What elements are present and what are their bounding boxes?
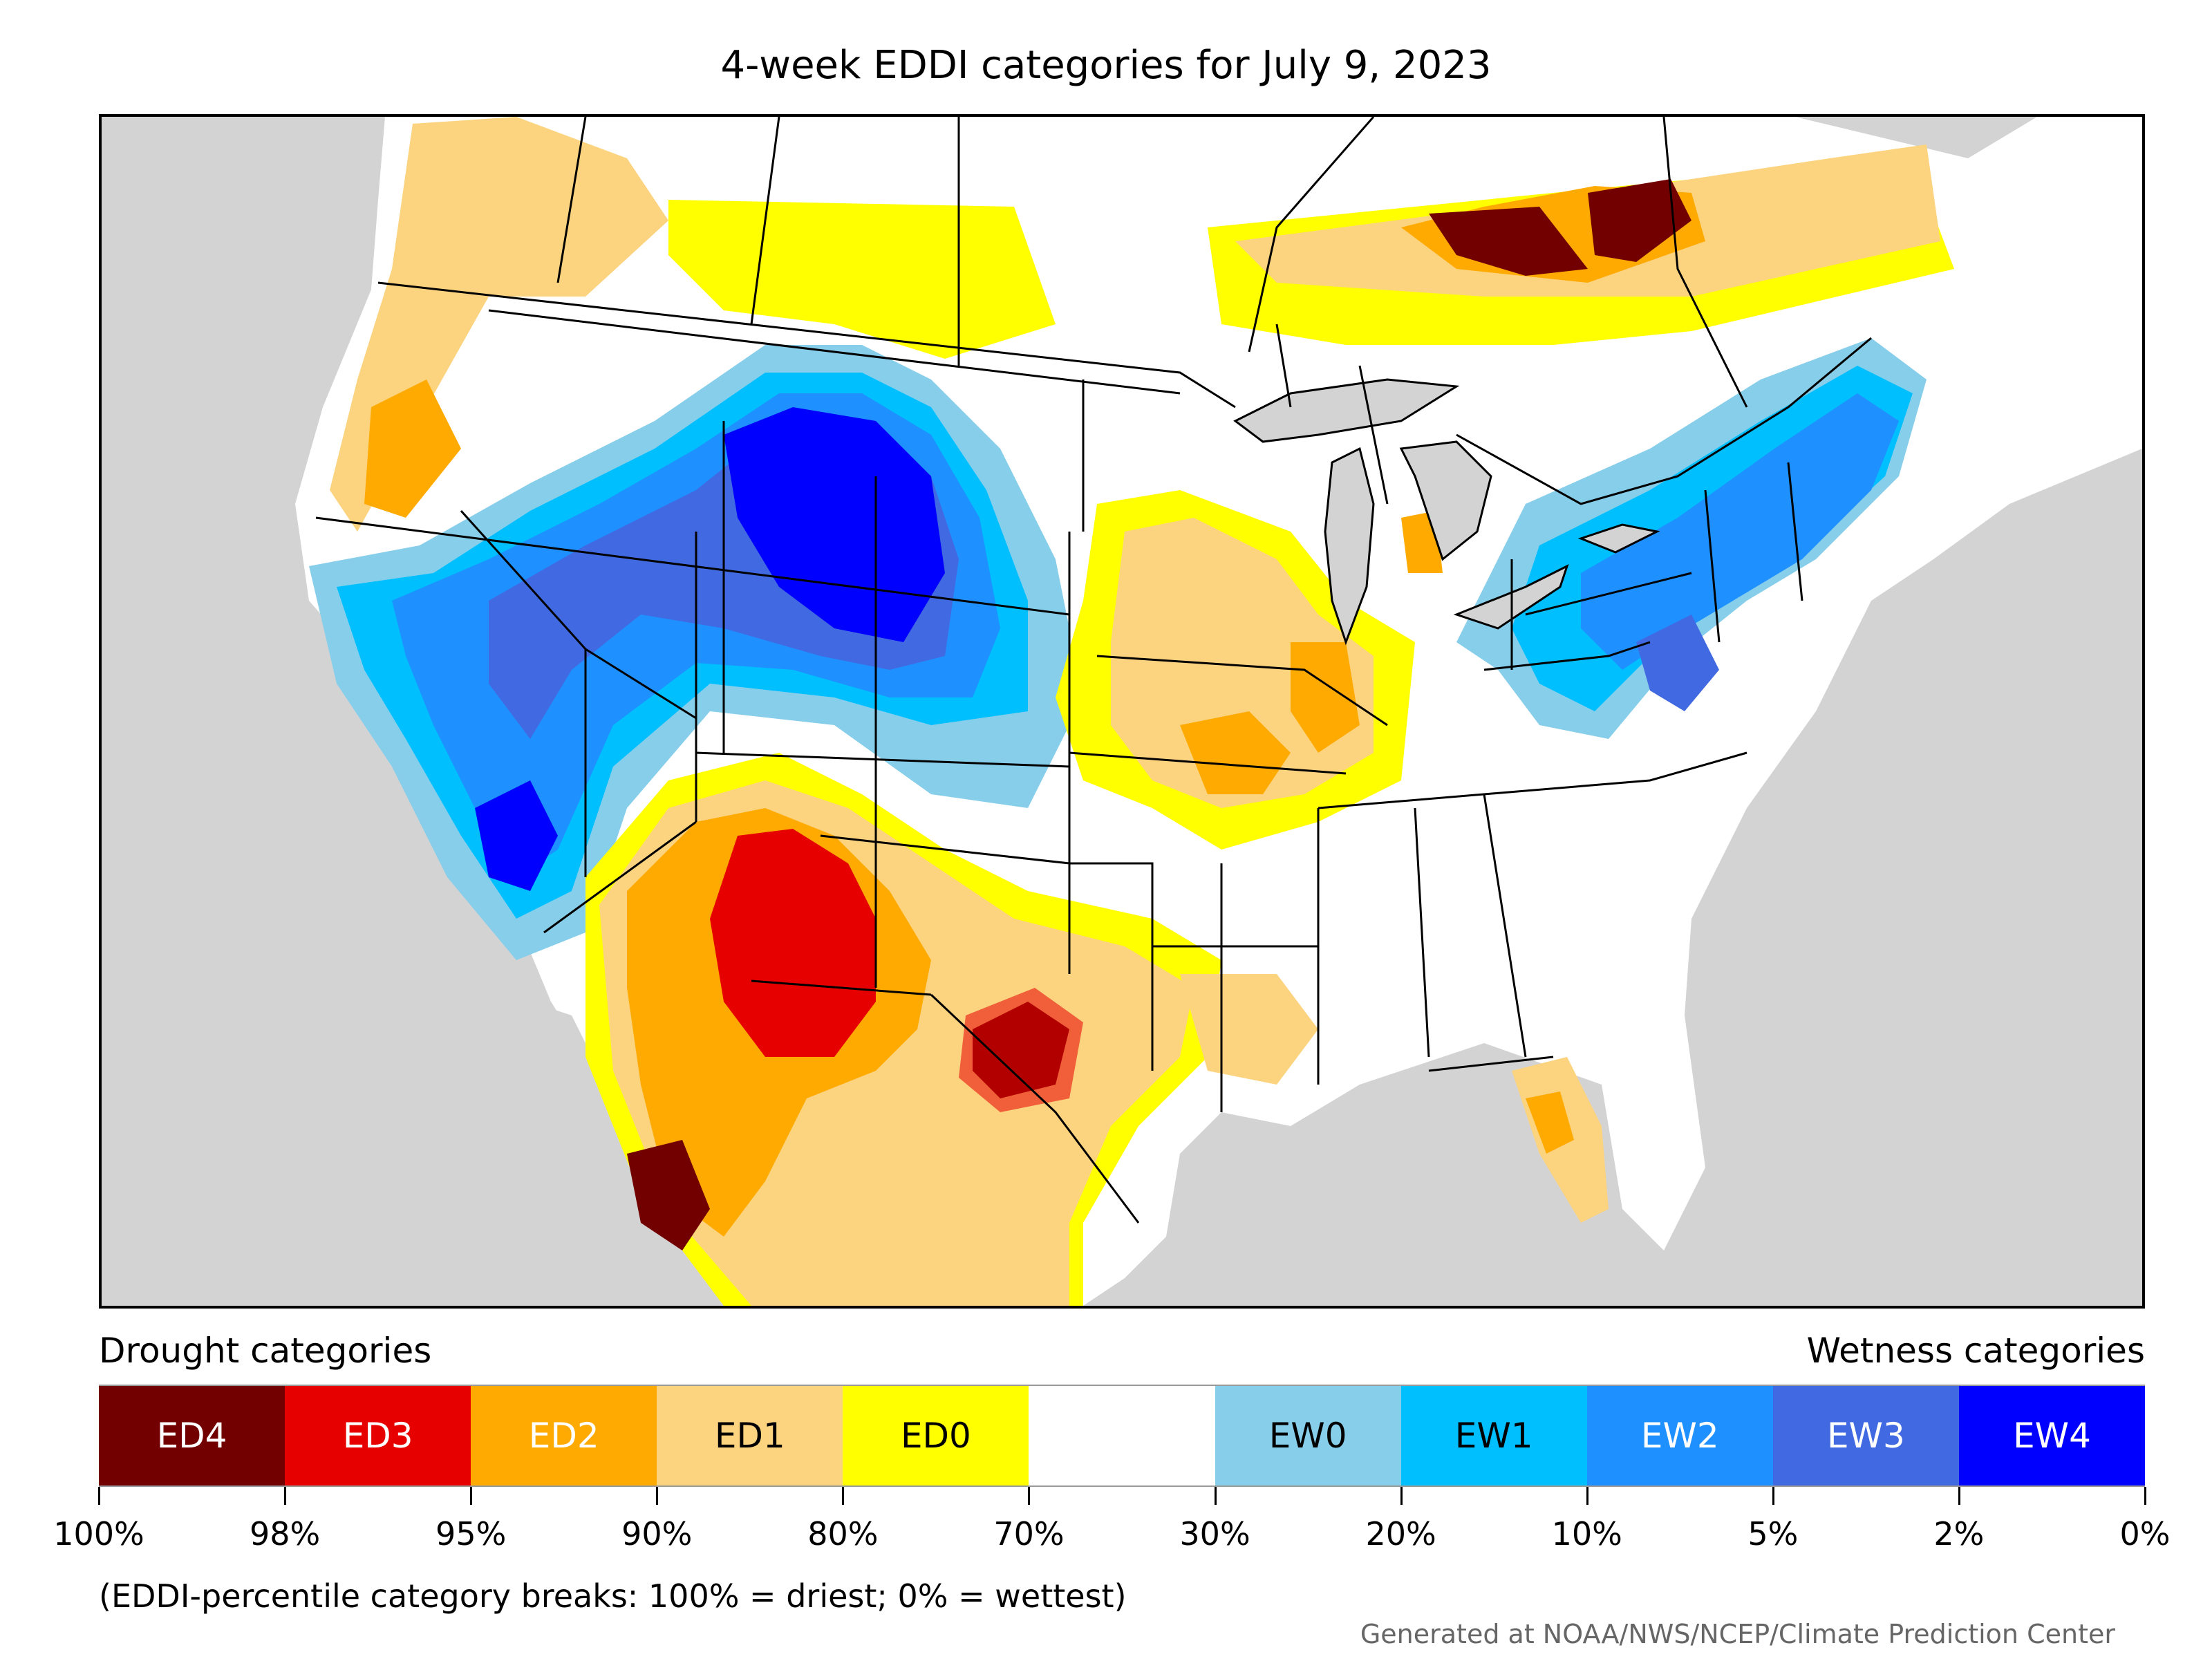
legend-tick: [1214, 1487, 1217, 1505]
legend-tick: [842, 1487, 845, 1505]
legend-break-label: 98%: [249, 1515, 321, 1553]
lake-superior: [1233, 378, 1460, 443]
legend-break-label: 10%: [1551, 1515, 1622, 1553]
lake-huron: [1399, 440, 1492, 561]
legend-cell-ew1: EW1: [1400, 1386, 1587, 1485]
lake-michigan: [1324, 447, 1375, 646]
legend-break-label: 100%: [53, 1515, 144, 1553]
legend-tick: [284, 1487, 287, 1505]
legend-cell-ed1: ED1: [657, 1386, 843, 1485]
legend-tick: [1772, 1487, 1774, 1505]
legend-cell-ew2: EW2: [1586, 1386, 1773, 1485]
region-ne-ew3: [1636, 615, 1719, 711]
province-boundaries: [556, 117, 1748, 408]
legend-break-label: 70%: [993, 1515, 1065, 1553]
region-mex-ed4: [627, 1140, 710, 1250]
legend-break-label: 5%: [1747, 1515, 1799, 1553]
percentile-note: (EDDI-percentile category breaks: 100% =…: [99, 1577, 1127, 1615]
region-ontario-ed4: [1429, 207, 1588, 276]
legend-cell-ed3: ED3: [285, 1386, 471, 1485]
legend-break-label: 90%: [621, 1515, 693, 1553]
drought-categories-heading: Drought categories: [99, 1331, 432, 1371]
legend-tick: [1586, 1487, 1588, 1505]
legend-tick: [2144, 1487, 2146, 1505]
legend-tick: [1028, 1487, 1031, 1505]
category-ticks: [98, 1487, 2146, 1508]
region-west-ew4: [724, 407, 945, 642]
region-nv-ew4: [475, 780, 558, 891]
legend-cell-ew0: EW0: [1215, 1386, 1401, 1485]
region-florida-ed2: [1526, 1091, 1574, 1154]
region-ne-ew2: [1581, 393, 1899, 670]
legend-cell-ew4: EW4: [1958, 1386, 2146, 1485]
state-boundaries: [315, 309, 1803, 1224]
region-nm-ed3: [710, 829, 876, 1057]
region-il-ed2: [1291, 642, 1360, 753]
region-nw-ed2: [364, 379, 461, 518]
map-title: 4-week EDDI categories for July 9, 2023: [720, 43, 1492, 88]
legend-tick: [1400, 1487, 1403, 1505]
legend-cell-ed2: ED2: [471, 1386, 657, 1485]
category-break-labels: 100% 98% 95% 90% 80% 70% 30% 20% 10% 5% 2% 0%: [53, 1515, 2170, 1557]
legend-break-label: 30%: [1179, 1515, 1250, 1553]
legend-tick: [98, 1487, 100, 1505]
legend-tick: [1958, 1487, 1960, 1505]
region-midwest-ed2: [1180, 711, 1291, 794]
eddi-map: [99, 114, 2145, 1309]
legend-cell-none: [1029, 1386, 1215, 1485]
region-ontario-ed4b: [1588, 179, 1691, 262]
legend-tick: [656, 1487, 659, 1505]
legend-break-label: 20%: [1365, 1515, 1436, 1553]
legend-cell-ed0: ED0: [843, 1386, 1029, 1485]
wetness-categories-heading: Wetness categories: [1806, 1331, 2145, 1371]
legend-cell-ew3: EW3: [1772, 1386, 1959, 1485]
credit-line: Generated at NOAA/NWS/NCEP/Climate Predi…: [1360, 1619, 2115, 1649]
region-louisiana-ed1: [1180, 974, 1318, 1085]
us-canada-border: [377, 281, 1872, 505]
region-tx-ed3: [959, 988, 1083, 1112]
legend-break-label: 2%: [1933, 1515, 1985, 1553]
map-canvas: [295, 117, 2142, 1306]
legend-tick: [470, 1487, 473, 1505]
lake-ontario: [1577, 523, 1660, 554]
legend-break-label: 80%: [807, 1515, 879, 1553]
legend-cell-ed4: ED4: [99, 1386, 285, 1485]
category-color-bar: ED4 ED3 ED2 ED1 ED0 EW0 EW1 EW2 EW3 EW4: [99, 1385, 2146, 1487]
legend-break-label: 95%: [435, 1515, 507, 1553]
legend-break-label: 0%: [2119, 1515, 2171, 1553]
